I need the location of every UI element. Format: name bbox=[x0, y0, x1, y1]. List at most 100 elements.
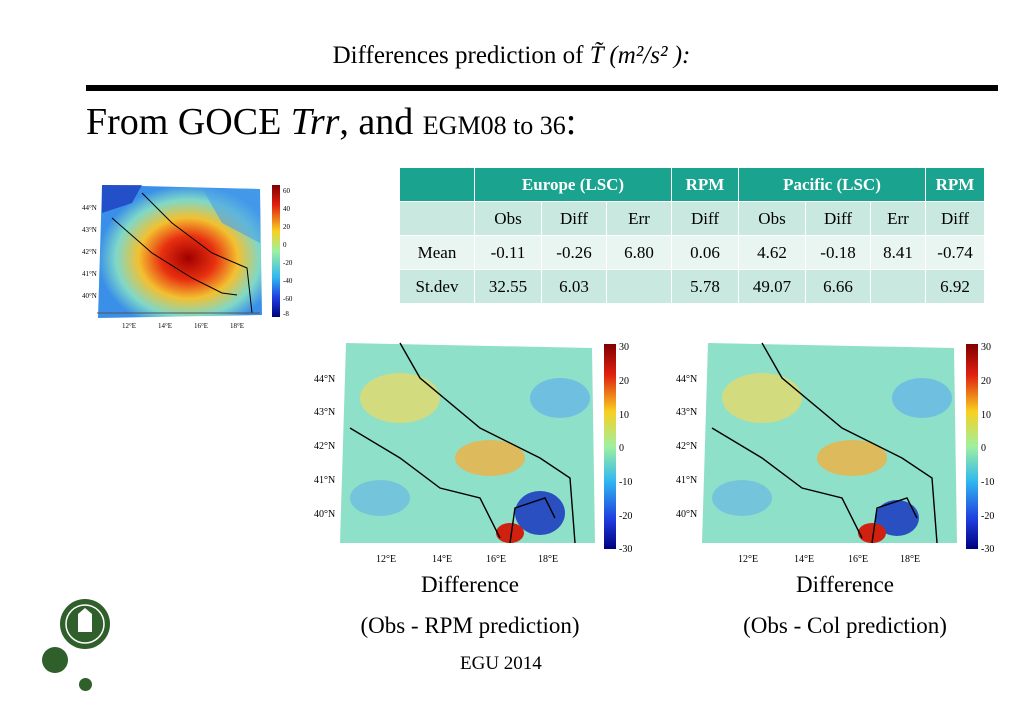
caption-right-line2: (Obs - Col prediction) bbox=[743, 613, 947, 638]
table-cell: 6.80 bbox=[606, 235, 672, 270]
observation-map: 60 40 20 0 -20 -40 -60 -8 44°N 43°N 42°N… bbox=[82, 185, 293, 330]
table-cell: 32.55 bbox=[474, 269, 542, 304]
lat-label: 42°N bbox=[676, 441, 697, 452]
colorbar-tick: 0 bbox=[619, 443, 624, 454]
lon-label: 12°E bbox=[376, 554, 396, 565]
colorbar-tick: -20 bbox=[619, 511, 632, 522]
subtitle-symbol: Trr bbox=[290, 101, 340, 143]
table-cell bbox=[606, 269, 672, 304]
table-header-cell: RPM bbox=[671, 167, 739, 202]
lat-label: 43°N bbox=[676, 407, 697, 418]
colorbar-tick: 10 bbox=[619, 410, 629, 421]
lon-label: 12°E bbox=[738, 554, 758, 565]
colorbar bbox=[272, 185, 280, 317]
lon-label: 16°E bbox=[486, 554, 506, 565]
difference-map-rpm: 30 20 10 0 -10 -20 -30 44°N 43°N 42°N 41… bbox=[314, 342, 632, 565]
table-cell: 6.92 bbox=[925, 269, 985, 304]
colorbar-tick: -10 bbox=[619, 477, 632, 488]
table-row: Mean -0.11 -0.26 6.80 0.06 4.62 -0.18 8.… bbox=[399, 235, 985, 270]
lon-label: 16°E bbox=[194, 322, 208, 330]
lat-label: 40°N bbox=[314, 509, 335, 520]
slide-subtitle: From GOCE Trr, and EGM08 to 36: bbox=[86, 101, 577, 143]
difference-map-col: 30 20 10 0 -10 -20 -30 44°N 43°N 42°N 41… bbox=[676, 342, 994, 565]
decorative-dot-small bbox=[79, 678, 92, 691]
table-cell: 49.07 bbox=[738, 269, 806, 304]
table-cell: 0.06 bbox=[671, 235, 739, 270]
decorative-dot-large bbox=[42, 647, 68, 673]
table-row-label: Mean bbox=[399, 235, 475, 270]
lon-label: 14°E bbox=[432, 554, 452, 565]
table-cell: -0.74 bbox=[925, 235, 985, 270]
lon-label: 18°E bbox=[900, 554, 920, 565]
colorbar-tick: 30 bbox=[619, 342, 629, 353]
table-cell: -0.26 bbox=[541, 235, 607, 270]
slide-title: Differences prediction of T̃ (m²/s² ): bbox=[332, 42, 691, 69]
colorbar bbox=[604, 344, 616, 549]
table-header-cell bbox=[399, 167, 475, 202]
table-header-cell: Diff bbox=[541, 201, 607, 236]
table-header-cell: Europe (LSC) bbox=[474, 167, 672, 202]
table-column-header-row: Obs Diff Err Diff Obs Diff Err Diff bbox=[399, 201, 985, 236]
table-header-cell: RPM bbox=[925, 167, 985, 202]
colorbar-tick: 20 bbox=[283, 223, 291, 231]
colorbar-tick: 20 bbox=[619, 376, 629, 387]
table-group-header-row: Europe (LSC) RPM Pacific (LSC) RPM bbox=[399, 167, 985, 202]
title-symbol: T̃ bbox=[589, 42, 604, 69]
lat-label: 41°N bbox=[82, 270, 97, 278]
lat-label: 43°N bbox=[82, 226, 97, 234]
lat-label: 41°N bbox=[314, 475, 335, 486]
university-seal-icon bbox=[60, 599, 110, 649]
colorbar-tick: -30 bbox=[981, 544, 994, 555]
colorbar-tick: 40 bbox=[283, 205, 291, 213]
table-header-cell: Obs bbox=[474, 201, 542, 236]
table-header-cell: Pacific (LSC) bbox=[738, 167, 926, 202]
colorbar-tick: -20 bbox=[283, 259, 293, 267]
colorbar-tick: 10 bbox=[981, 410, 991, 421]
table-cell: 8.41 bbox=[870, 235, 926, 270]
caption-right-line1: Difference bbox=[796, 572, 894, 597]
colorbar-tick: 30 bbox=[981, 342, 991, 353]
lon-label: 14°E bbox=[158, 322, 172, 330]
table-header-cell: Obs bbox=[738, 201, 806, 236]
table-header-cell: Diff bbox=[805, 201, 871, 236]
footer-text: EGU 2014 bbox=[460, 653, 542, 674]
caption-left-line1: Difference bbox=[421, 572, 519, 597]
table-header-cell: Err bbox=[870, 201, 926, 236]
statistics-table: Europe (LSC) RPM Pacific (LSC) RPM Obs D… bbox=[399, 167, 985, 304]
title-divider bbox=[86, 85, 998, 91]
table-row-label: St.dev bbox=[399, 269, 475, 304]
lon-label: 14°E bbox=[794, 554, 814, 565]
table-row: St.dev 32.55 6.03 5.78 49.07 6.66 6.92 bbox=[399, 269, 985, 304]
lat-label: 41°N bbox=[676, 475, 697, 486]
colorbar-tick: 0 bbox=[981, 443, 986, 454]
title-units: (m²/s² ): bbox=[603, 42, 691, 69]
lat-label: 44°N bbox=[82, 204, 97, 212]
lon-label: 12°E bbox=[122, 322, 136, 330]
lat-label: 40°N bbox=[676, 509, 697, 520]
lat-label: 43°N bbox=[314, 407, 335, 418]
lat-label: 44°N bbox=[314, 374, 335, 385]
table-cell: 6.66 bbox=[805, 269, 871, 304]
table-header-cell bbox=[399, 201, 475, 236]
colorbar-tick: -20 bbox=[981, 511, 994, 522]
table-cell bbox=[870, 269, 926, 304]
subtitle-small-text: EGM08 to 36 bbox=[422, 111, 566, 140]
lat-label: 40°N bbox=[82, 292, 97, 300]
lon-label: 18°E bbox=[230, 322, 244, 330]
table-cell: 5.78 bbox=[671, 269, 739, 304]
colorbar bbox=[966, 344, 978, 549]
caption-left-line2: (Obs - RPM prediction) bbox=[360, 613, 580, 638]
colorbar-tick: -40 bbox=[283, 277, 293, 285]
table-header-cell: Diff bbox=[925, 201, 985, 236]
lon-label: 18°E bbox=[538, 554, 558, 565]
table-header-cell: Err bbox=[606, 201, 672, 236]
colorbar-tick: 60 bbox=[283, 187, 291, 195]
table-cell: 6.03 bbox=[541, 269, 607, 304]
table-cell: 4.62 bbox=[738, 235, 806, 270]
lat-label: 44°N bbox=[676, 374, 697, 385]
colorbar-tick: -30 bbox=[619, 544, 632, 555]
lat-label: 42°N bbox=[82, 248, 97, 256]
colorbar-tick: -8 bbox=[283, 310, 289, 318]
table-cell: -0.11 bbox=[474, 235, 542, 270]
colorbar-tick: 20 bbox=[981, 376, 991, 387]
